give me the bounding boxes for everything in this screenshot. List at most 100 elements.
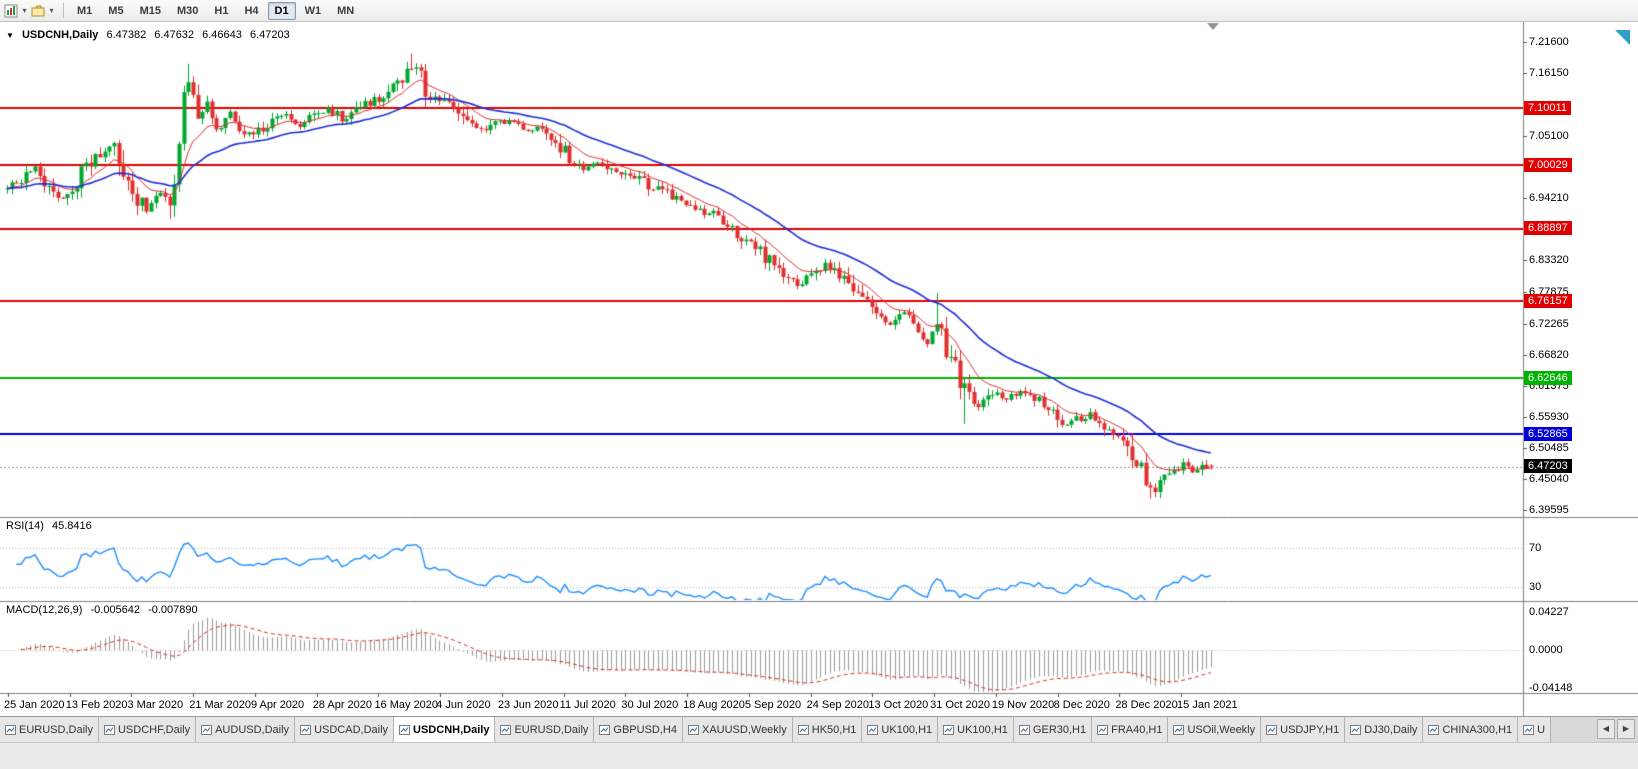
chart-tab-u[interactable]: U (1518, 717, 1552, 742)
chart-tab-ger30-h1[interactable]: GER30,H1 (1013, 717, 1093, 742)
price-axis-label: 6.72265 (1529, 317, 1569, 330)
macd-panel-label: MACD(12,26,9) -0.005642 -0.007890 (6, 604, 203, 616)
chart-tab-uk100-h1[interactable]: UK100,H1 (862, 717, 939, 742)
chart-tab-label: USOil,Weekly (1187, 723, 1256, 736)
timeframe-button-mn[interactable]: MN (330, 2, 361, 20)
price-axis-label: 6.66820 (1529, 348, 1569, 361)
price-axis-label: 6.83320 (1529, 254, 1569, 267)
macd-main-value: -0.005642 (90, 604, 141, 616)
date-axis-label: 23 Jun 2020 (497, 699, 559, 711)
chart-tab-label: U (1537, 723, 1546, 736)
chart-tab-dj30-daily[interactable]: DJ30,Daily (1345, 717, 1424, 742)
chart-collapse-icon[interactable]: ▼ (6, 31, 14, 40)
ohlc-open: 6.47382 (106, 29, 147, 41)
date-axis-label: 30 Jul 2020 (621, 699, 679, 711)
toolbar-separator (63, 3, 64, 18)
chart-tab-label: CHINA300,H1 (1442, 723, 1513, 736)
level-price-badge: 6.88897 (1524, 221, 1572, 236)
chart-tab-eurusd-daily[interactable]: EURUSD,Daily (495, 717, 595, 742)
level-price-badge: 6.52865 (1524, 426, 1572, 441)
timeframe-button-m5[interactable]: M5 (101, 2, 130, 20)
chart-tab-hk50-h1[interactable]: HK50,H1 (792, 717, 863, 742)
date-axis-label: 3 Mar 2020 (127, 699, 184, 711)
chart-header: ▼ USDCNH,Daily 6.47382 6.47632 6.46643 6… (6, 29, 295, 41)
ohlc-close: 6.47203 (249, 29, 290, 41)
chart-tab-label: XAUUSD,Weekly (701, 723, 787, 736)
timeframe-button-h1[interactable]: H1 (207, 2, 235, 20)
date-axis-label: 13 Oct 2020 (868, 699, 929, 711)
timeframe-button-m1[interactable]: M1 (70, 2, 99, 20)
chart-tab-uk100-h1[interactable]: UK100,H1 (938, 717, 1014, 742)
chart-tab-label: HK50,H1 (811, 723, 857, 736)
timeframe-button-h4[interactable]: H4 (237, 2, 265, 20)
macd-axis-label: 0.0000 (1529, 644, 1563, 657)
chart-tab-icon (943, 724, 955, 735)
rsi-panel-label: RSI(14) 45.8416 (6, 520, 97, 532)
chart-tab-usoil-weekly[interactable]: USOil,Weekly (1168, 717, 1262, 742)
scroll-marker-icon[interactable] (1615, 30, 1630, 45)
chart-tab-icon (1523, 724, 1535, 735)
chart-tab-icon (867, 724, 879, 735)
chart-tab-gbpusd-h4[interactable]: GBPUSD,H4 (594, 717, 683, 742)
date-axis-label: 24 Sep 2020 (806, 699, 869, 711)
date-axis-label: 25 Jan 2020 (4, 699, 65, 711)
tab-scroll-right-button[interactable]: ▶ (1617, 719, 1635, 739)
price-axis[interactable]: 7.21600 7.16150 7.05100 6.94210 6.83320 6.778… (1523, 22, 1638, 716)
profiles-caret-icon[interactable]: ▾ (49, 6, 54, 15)
chart-tab-icon (1266, 724, 1278, 735)
timeframe-button-d1[interactable]: D1 (267, 1, 296, 20)
chart-tab-fra40-h1[interactable]: FRA40,H1 (1092, 717, 1169, 742)
new-chart-icon[interactable] (2, 2, 20, 20)
date-axis-label: 15 Jan 2021 (1177, 699, 1238, 711)
level-price-badge: 6.76157 (1524, 293, 1572, 308)
chart-tab-china300-h1[interactable]: CHINA300,H1 (1423, 717, 1519, 742)
chart-tab-label: UK100,H1 (957, 723, 1008, 736)
macd-axis-label: -0.04148 (1529, 681, 1573, 694)
chart-tab-label: GBPUSD,H4 (613, 723, 677, 736)
chart-tab-label: USDCAD,Daily (314, 723, 389, 736)
date-axis-label: 19 Nov 2020 (991, 699, 1055, 711)
chart-tab-icon (1097, 724, 1109, 735)
timeframe-button-w1[interactable]: W1 (298, 2, 329, 20)
level-price-badge: 7.00029 (1524, 157, 1572, 172)
profiles-icon[interactable] (29, 2, 47, 20)
macd-signal-value: -0.007890 (148, 604, 198, 616)
new-chart-caret-icon[interactable]: ▾ (22, 6, 27, 15)
date-axis[interactable]: 25 Jan 2020 13 Feb 2020 3 Mar 2020 21 Mar 2… (0, 693, 1523, 716)
chart-tab-usdcnh-daily[interactable]: USDCNH,Daily (394, 717, 496, 742)
chart-tab-icon (1350, 724, 1362, 735)
chart-tab-label: EURUSD,Daily (514, 723, 589, 736)
toolbar-icon-group: ▾ ▾ (0, 2, 58, 20)
toolbar: ▾ ▾ M1 M5 M15 M30 H1 H4 D1 W1 MN (0, 0, 1638, 22)
chart-tab-xauusd-weekly[interactable]: XAUUSD,Weekly (682, 717, 793, 742)
chart-tab-label: UK100,H1 (881, 723, 933, 736)
status-bar (0, 742, 1638, 769)
date-axis-label: 16 May 2020 (374, 699, 439, 711)
chart-tab-icon (797, 724, 809, 735)
chart-symbol-label: USDCNH,Daily (21, 29, 99, 41)
date-axis-label: 28 Apr 2020 (312, 699, 373, 711)
chart-tab-label: GER30,H1 (1032, 723, 1087, 736)
timeframe-button-m15[interactable]: M15 (133, 2, 168, 20)
timeframe-button-m30[interactable]: M30 (170, 2, 205, 20)
chart-tab-label: AUDUSD,Daily (215, 723, 290, 736)
level-price-badge: 6.62646 (1524, 370, 1572, 385)
macd-axis-label: 0.04227 (1529, 605, 1569, 618)
chart-tab-icon (1018, 724, 1030, 735)
tab-scroll-left-button[interactable]: ◀ (1597, 719, 1615, 739)
chart-tab-icon (399, 724, 411, 735)
chart-tab-usdcad-daily[interactable]: USDCAD,Daily (295, 717, 395, 742)
date-axis-label: 18 Aug 2020 (683, 699, 745, 711)
chart-tab-icon (103, 724, 115, 735)
chart-tab-audusd-daily[interactable]: AUDUSD,Daily (196, 717, 296, 742)
price-axis-label: 7.05100 (1529, 130, 1569, 143)
chart-tab-label: FRA40,H1 (1111, 723, 1163, 736)
chart-tab-usdjpy-h1[interactable]: USDJPY,H1 (1261, 717, 1346, 742)
date-axis-label: 31 Oct 2020 (930, 699, 991, 711)
date-axis-label: 28 Dec 2020 (1115, 699, 1178, 711)
chart-tab-eurusd-daily[interactable]: EURUSD,Daily (0, 717, 99, 742)
chart-tab-usdchf-daily[interactable]: USDCHF,Daily (98, 717, 197, 742)
price-axis-label: 6.45040 (1529, 472, 1569, 485)
